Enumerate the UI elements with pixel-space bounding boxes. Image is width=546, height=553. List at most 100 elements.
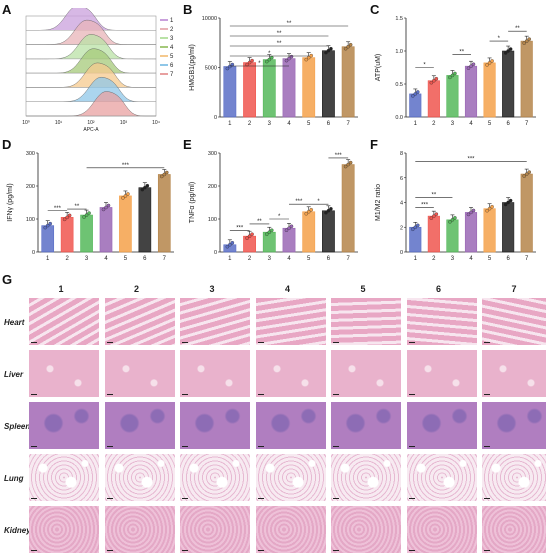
- data-point: [67, 213, 72, 218]
- data-point: [453, 71, 457, 76]
- scale-bar: [408, 445, 415, 447]
- data-point: [432, 78, 436, 83]
- x-tick-label: 10²: [87, 120, 95, 126]
- scale-bar: [257, 445, 264, 447]
- legend-label: 6: [170, 63, 174, 69]
- data-point: [247, 234, 252, 238]
- data-point: [267, 57, 272, 62]
- bar-1: [409, 226, 422, 253]
- data-point: [284, 228, 289, 232]
- data-point: [165, 170, 169, 175]
- data-point: [411, 227, 415, 232]
- x-tick-label: 6: [506, 256, 510, 262]
- x-tick-label: 2: [248, 256, 252, 262]
- panel-letter-b: B: [183, 2, 193, 17]
- bar-7: [341, 46, 355, 118]
- data-point: [145, 183, 150, 188]
- y-tick-label: 300: [208, 151, 217, 157]
- bar-5: [483, 208, 496, 253]
- y-axis-label: IFNγ (pg/ml): [7, 183, 14, 222]
- data-point: [485, 208, 489, 213]
- data-point: [348, 160, 353, 165]
- data-point: [453, 216, 457, 220]
- bar-3: [262, 231, 276, 253]
- data-point: [485, 63, 489, 67]
- x-tick-label: 2: [248, 121, 252, 127]
- histology-column-5: 5: [360, 284, 366, 294]
- histology-image-liver-7: [482, 350, 546, 397]
- data-point: [228, 243, 232, 247]
- histology-image-lung-7: [482, 454, 546, 501]
- significance-label: ***: [295, 199, 303, 205]
- significance-label: *: [278, 214, 281, 220]
- data-point: [162, 172, 167, 177]
- x-tick-label: 3: [268, 121, 272, 127]
- y-tick-label: 0: [214, 115, 217, 121]
- scale-bar: [106, 341, 113, 343]
- histology-column-7: 7: [511, 284, 517, 294]
- histology-image-lung-4: [255, 454, 326, 501]
- x-tick-label: 2: [432, 121, 436, 127]
- data-point: [413, 225, 418, 230]
- data-point: [309, 53, 313, 58]
- bar-6: [502, 202, 515, 253]
- data-point: [82, 215, 86, 219]
- histology-image-spleen-6: [406, 402, 477, 449]
- data-point: [450, 73, 455, 78]
- scale-bar: [257, 549, 264, 551]
- data-point: [448, 220, 452, 224]
- scale-bar: [333, 497, 339, 499]
- y-tick-label: 0: [400, 250, 403, 256]
- histology-image-heart-2: [104, 298, 175, 345]
- scale-bar: [182, 445, 188, 447]
- y-tick-label: 100: [26, 217, 35, 223]
- histology-image-kidney-2: [104, 506, 175, 553]
- data-point: [343, 164, 348, 169]
- histology-image-heart-1: [29, 298, 99, 345]
- x-tick-label: 1: [228, 121, 232, 127]
- data-point: [309, 208, 313, 212]
- significance-label: **: [459, 49, 464, 55]
- data-point: [287, 226, 291, 231]
- data-point: [346, 162, 350, 167]
- y-tick-label: 200: [26, 184, 35, 190]
- data-point: [267, 230, 272, 234]
- scale-bar: [106, 445, 113, 447]
- x-tick-label: 10³: [120, 120, 128, 126]
- data-point: [247, 60, 252, 65]
- bar-6: [322, 210, 335, 253]
- histology-image-spleen-2: [104, 402, 175, 449]
- data-point: [65, 215, 69, 220]
- data-point: [304, 211, 308, 216]
- histology-column-4: 4: [284, 284, 290, 294]
- data-point: [245, 236, 249, 240]
- x-tick-label: 4: [287, 121, 291, 127]
- scale-bar: [333, 341, 339, 343]
- x-tick-label: 2: [65, 256, 69, 262]
- data-point: [432, 214, 436, 218]
- significance-label: **: [277, 31, 282, 37]
- data-point: [250, 58, 254, 63]
- bar-5: [483, 62, 496, 118]
- scale-bar: [31, 445, 37, 447]
- y-tick-label: 2: [400, 225, 403, 231]
- significance-label: ***: [335, 153, 343, 159]
- y-tick-label: 8: [400, 151, 403, 157]
- flow-histogram-panel: 10⁰ 10¹ 10² 10³ 10⁴ APC-A 1 2 3 4 5 6 7: [22, 8, 174, 133]
- data-point: [106, 203, 111, 208]
- bar-4: [282, 58, 296, 118]
- bar-1: [223, 66, 237, 118]
- y-tick-label: 4: [400, 201, 403, 207]
- y-tick-label: 5000: [205, 66, 217, 72]
- data-point: [265, 232, 269, 236]
- x-tick-label: 7: [346, 121, 350, 127]
- data-point: [508, 47, 513, 51]
- x-axis-label: APC-A: [83, 127, 99, 133]
- bar-5: [119, 195, 132, 253]
- bar-2: [243, 62, 256, 118]
- x-tick-label: 3: [268, 256, 272, 262]
- histology-row-label-liver: Liver: [4, 370, 24, 379]
- data-point: [503, 51, 508, 55]
- panel-letter-f: F: [370, 137, 378, 152]
- scale-bar: [182, 341, 188, 343]
